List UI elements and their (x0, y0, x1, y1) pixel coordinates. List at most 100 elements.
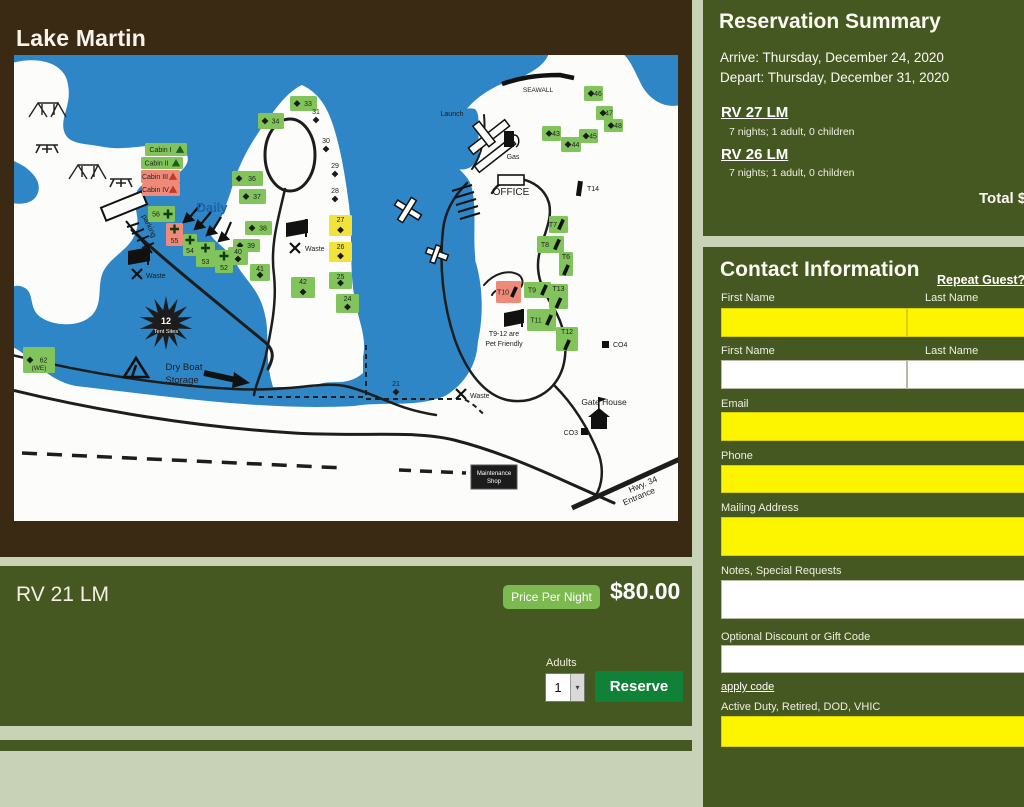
map-site-marker[interactable]: T7 (549, 216, 568, 233)
map-site-marker[interactable]: 29 (331, 163, 339, 178)
campground-map[interactable]: 12 Tent Sites (10, 53, 682, 525)
contact-information-title: Contact Information (720, 258, 920, 281)
map-site-marker[interactable]: 54 (183, 234, 197, 256)
map-site-marker[interactable]: 36 (232, 171, 263, 186)
svg-text:Dry Boat: Dry Boat (166, 362, 203, 373)
map-site-marker[interactable]: 24 (336, 294, 359, 313)
map-site-marker[interactable]: 28 (331, 188, 339, 203)
svg-text:Cabin IV: Cabin IV (142, 187, 169, 194)
svg-text:25: 25 (337, 274, 345, 281)
map-site-marker[interactable]: 55 (166, 223, 183, 246)
map-site-marker[interactable]: 33 (290, 96, 317, 111)
map-site-marker[interactable]: 34 (258, 113, 284, 129)
map-site-marker[interactable]: 52 (215, 250, 233, 273)
last-name-label: Last Name (925, 292, 979, 304)
map-site-marker[interactable]: 30 (322, 138, 330, 153)
apply-code-link[interactable]: apply code (721, 681, 775, 693)
map-site-marker[interactable]: Cabin IV (142, 183, 180, 196)
map-site-marker[interactable]: T11 (527, 309, 556, 331)
svg-text:39: 39 (247, 243, 255, 250)
map-site-marker[interactable]: 41 (250, 264, 270, 281)
active-duty-input[interactable] (721, 716, 1024, 747)
gas-pump-icon (504, 131, 520, 148)
svg-text:Launch: Launch (441, 111, 464, 118)
map-site-marker[interactable]: 31 (312, 109, 320, 124)
svg-text:27: 27 (337, 217, 345, 224)
svg-text:Cabin I: Cabin I (149, 147, 171, 154)
svg-text:T6: T6 (562, 254, 570, 261)
svg-text:T8: T8 (541, 242, 549, 249)
svg-text:36: 36 (248, 176, 256, 183)
email-input[interactable] (721, 412, 1024, 441)
map-site-marker[interactable]: 42 (291, 277, 315, 298)
adults-select[interactable]: 1 ▾ (545, 673, 585, 702)
svg-text:44: 44 (572, 142, 580, 149)
first-name-2-input[interactable] (721, 360, 907, 389)
map-site-marker[interactable]: Cabin II (141, 157, 183, 169)
map-site-marker[interactable]: T13 (549, 284, 568, 309)
map-site-marker[interactable]: 47 (596, 106, 613, 120)
svg-text:24: 24 (344, 296, 352, 303)
map-site-marker[interactable]: T12 (556, 327, 578, 351)
last-name-2-label: Last Name (925, 345, 979, 357)
map-site-marker[interactable]: 21 (392, 381, 400, 396)
map-site-marker[interactable]: 56 (148, 206, 175, 222)
last-name-2-input[interactable] (907, 360, 1024, 389)
repeat-guest-link[interactable]: Repeat Guest? (937, 273, 1024, 287)
map-site-marker[interactable]: 38 (245, 221, 272, 235)
reservation-summary-panel: Reservation Summary Arrive: Thursday, De… (703, 0, 1024, 236)
mailing-address-input[interactable] (721, 517, 1024, 556)
svg-text:Daily: Daily (196, 200, 228, 215)
map-site-marker[interactable]: 37 (239, 189, 266, 204)
map-site-marker[interactable]: 48 (604, 119, 623, 132)
map-site-marker[interactable]: 46 (584, 86, 603, 101)
map-site-marker[interactable]: 45 (579, 129, 598, 143)
discount-code-input[interactable] (721, 645, 1024, 673)
map-site-marker[interactable]: 43 (542, 126, 561, 141)
total-label: Total $ (979, 190, 1024, 207)
first-name-input[interactable] (721, 308, 907, 337)
svg-text:21: 21 (392, 381, 400, 388)
svg-text:T9: T9 (528, 288, 536, 295)
tent-icon (121, 355, 151, 379)
svg-text:28: 28 (331, 188, 339, 195)
map-site-marker[interactable]: 26 (329, 242, 352, 262)
svg-text:30: 30 (322, 138, 330, 145)
map-site-marker[interactable]: T6 (559, 252, 573, 276)
boat-ramp (99, 189, 149, 223)
last-name-input[interactable] (907, 308, 1024, 337)
svg-text:(WE): (WE) (32, 365, 47, 372)
picnic-table-icon (35, 144, 133, 188)
mailing-address-label: Mailing Address (721, 502, 799, 514)
map-site-marker[interactable]: T8 (537, 236, 564, 253)
waste-markers (131, 242, 467, 400)
notes-input[interactable] (721, 580, 1024, 619)
svg-text:Waste: Waste (146, 273, 166, 280)
summary-item-link[interactable]: RV 27 LM (721, 104, 789, 121)
map-site-marker[interactable]: Cabin I (145, 143, 187, 156)
svg-text:40: 40 (234, 249, 242, 256)
svg-text:53: 53 (202, 259, 210, 266)
office-building (497, 174, 525, 186)
map-site-marker[interactable]: 27 (329, 215, 352, 236)
svg-text:55: 55 (171, 238, 179, 245)
svg-text:T10: T10 (497, 290, 509, 297)
map-site-marker[interactable]: Cabin III (141, 170, 180, 183)
map-site-marker[interactable]: 44 (561, 137, 581, 152)
svg-text:31: 31 (312, 109, 320, 116)
svg-text:Waste: Waste (470, 393, 490, 400)
svg-text:Storage: Storage (165, 375, 198, 386)
svg-text:Gas: Gas (507, 154, 520, 161)
map-site-marker[interactable]: 25 (329, 272, 352, 289)
summary-item-link[interactable]: RV 26 LM (721, 146, 789, 163)
map-site-marker[interactable]: T10 (496, 281, 521, 303)
phone-input[interactable] (721, 465, 1024, 493)
reserve-button[interactable]: Reserve (595, 671, 683, 702)
notes-label: Notes, Special Requests (721, 565, 842, 577)
map-site-marker[interactable]: 53 (196, 242, 215, 267)
map-site-marker[interactable]: T9 (524, 282, 551, 298)
map-site-marker[interactable]: 62(WE) (23, 347, 55, 373)
svg-text:T13: T13 (552, 286, 564, 293)
campground-map-image: 12 Tent Sites (10, 53, 682, 525)
